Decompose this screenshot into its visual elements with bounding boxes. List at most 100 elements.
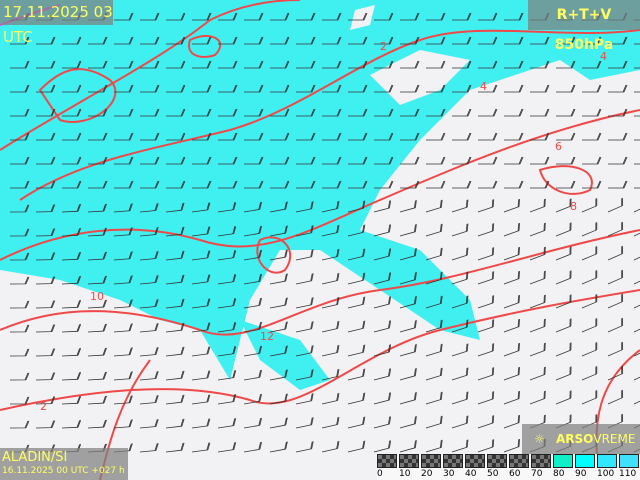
wind-barb [529, 390, 546, 405]
wind-barb [399, 320, 417, 333]
wind-barb [166, 108, 186, 117]
wind-barb [347, 344, 366, 357]
wind-barb [114, 180, 134, 189]
wind-barb [270, 132, 290, 141]
product-label: R+T+V 850hPa [528, 0, 640, 53]
wind-barb [451, 223, 469, 237]
wind-barb [451, 439, 469, 453]
wind-barb [529, 222, 546, 237]
wind-barb [582, 84, 602, 93]
legend-label: 10 [399, 469, 411, 479]
wind-barb [88, 156, 108, 165]
wind-barb [425, 367, 443, 381]
wind-barb [399, 440, 417, 453]
wind-barb [322, 36, 342, 45]
wind-barb [243, 441, 262, 453]
wind-barb [35, 420, 56, 429]
wind-barb [477, 295, 495, 309]
wind-barb [452, 108, 472, 117]
wind-barb [217, 298, 237, 309]
wind-barb [9, 204, 30, 213]
wind-barb [321, 272, 340, 285]
wind-barb [555, 270, 572, 285]
wind-barb [452, 36, 472, 45]
wind-barb [243, 225, 262, 237]
wind-barb [296, 180, 316, 189]
wind-barb [35, 276, 56, 285]
wind-barb [348, 12, 368, 21]
wind-barb [269, 393, 288, 405]
wind-barb [373, 248, 392, 261]
wind-barb [322, 84, 342, 93]
wind-barb [582, 36, 602, 45]
wind-barb [62, 132, 82, 141]
wind-barb [270, 12, 290, 21]
wind-barb [140, 12, 160, 21]
wind-barb [425, 391, 443, 405]
wind-barb [9, 348, 30, 357]
wind-barb [426, 132, 446, 141]
wind-barb [35, 324, 56, 333]
wind-barb [608, 84, 628, 93]
wind-barb [243, 273, 262, 285]
wind-barb [581, 246, 598, 261]
wind-barb [191, 370, 211, 381]
wind-barb [218, 84, 238, 93]
wind-barb [477, 391, 495, 405]
wind-barb [165, 274, 185, 285]
wind-barb [165, 370, 185, 381]
wind-barb [451, 415, 469, 429]
wind-barb [218, 60, 238, 69]
wind-barb [35, 396, 56, 405]
wind-barb [348, 132, 368, 141]
contour-label: 6 [555, 140, 562, 153]
wind-barb [62, 60, 82, 69]
wind-barb [608, 180, 628, 189]
wind-barb [217, 250, 237, 261]
wind-barb [477, 367, 495, 381]
wind-barb [529, 198, 546, 213]
wind-barb [374, 132, 394, 141]
contour-label: 4 [600, 50, 607, 63]
wind-barb [87, 203, 107, 213]
wind-barb [477, 223, 495, 237]
wind-barb [634, 115, 640, 117]
wind-barb [608, 36, 628, 45]
legend-swatch [597, 454, 617, 468]
wind-barb [165, 442, 185, 453]
wind-barb [633, 389, 640, 405]
wind-barb [269, 321, 288, 333]
wind-barb [373, 200, 392, 213]
wind-barb [555, 342, 572, 357]
wind-barb [451, 295, 469, 309]
wind-barb [322, 180, 342, 189]
wind-barb [296, 108, 316, 117]
wind-barb [87, 371, 107, 381]
wind-barb [348, 156, 368, 165]
wind-barb [61, 228, 82, 237]
wind-barb [10, 84, 30, 93]
legend-swatch [509, 454, 529, 468]
wind-barb [452, 60, 472, 69]
wind-barb [321, 368, 340, 381]
wind-barb [218, 108, 238, 117]
wind-barb [581, 198, 598, 213]
wind-barb [192, 84, 212, 93]
wind-barb [347, 440, 366, 453]
legend-swatch [619, 454, 639, 468]
wind-barb [347, 272, 366, 285]
wind-barb [400, 132, 420, 141]
wind-barb [139, 275, 159, 285]
wind-barb [140, 36, 160, 45]
wind-barb [218, 156, 238, 165]
wind-barb [192, 12, 212, 21]
brand-bold: ARSO [556, 432, 594, 446]
wind-barb [217, 202, 237, 213]
wind-barb [61, 300, 82, 309]
wind-barb [425, 247, 443, 261]
wind-barb [140, 156, 160, 165]
wind-barb [347, 320, 366, 333]
wind-barb [555, 294, 572, 309]
wind-barb [296, 156, 316, 165]
